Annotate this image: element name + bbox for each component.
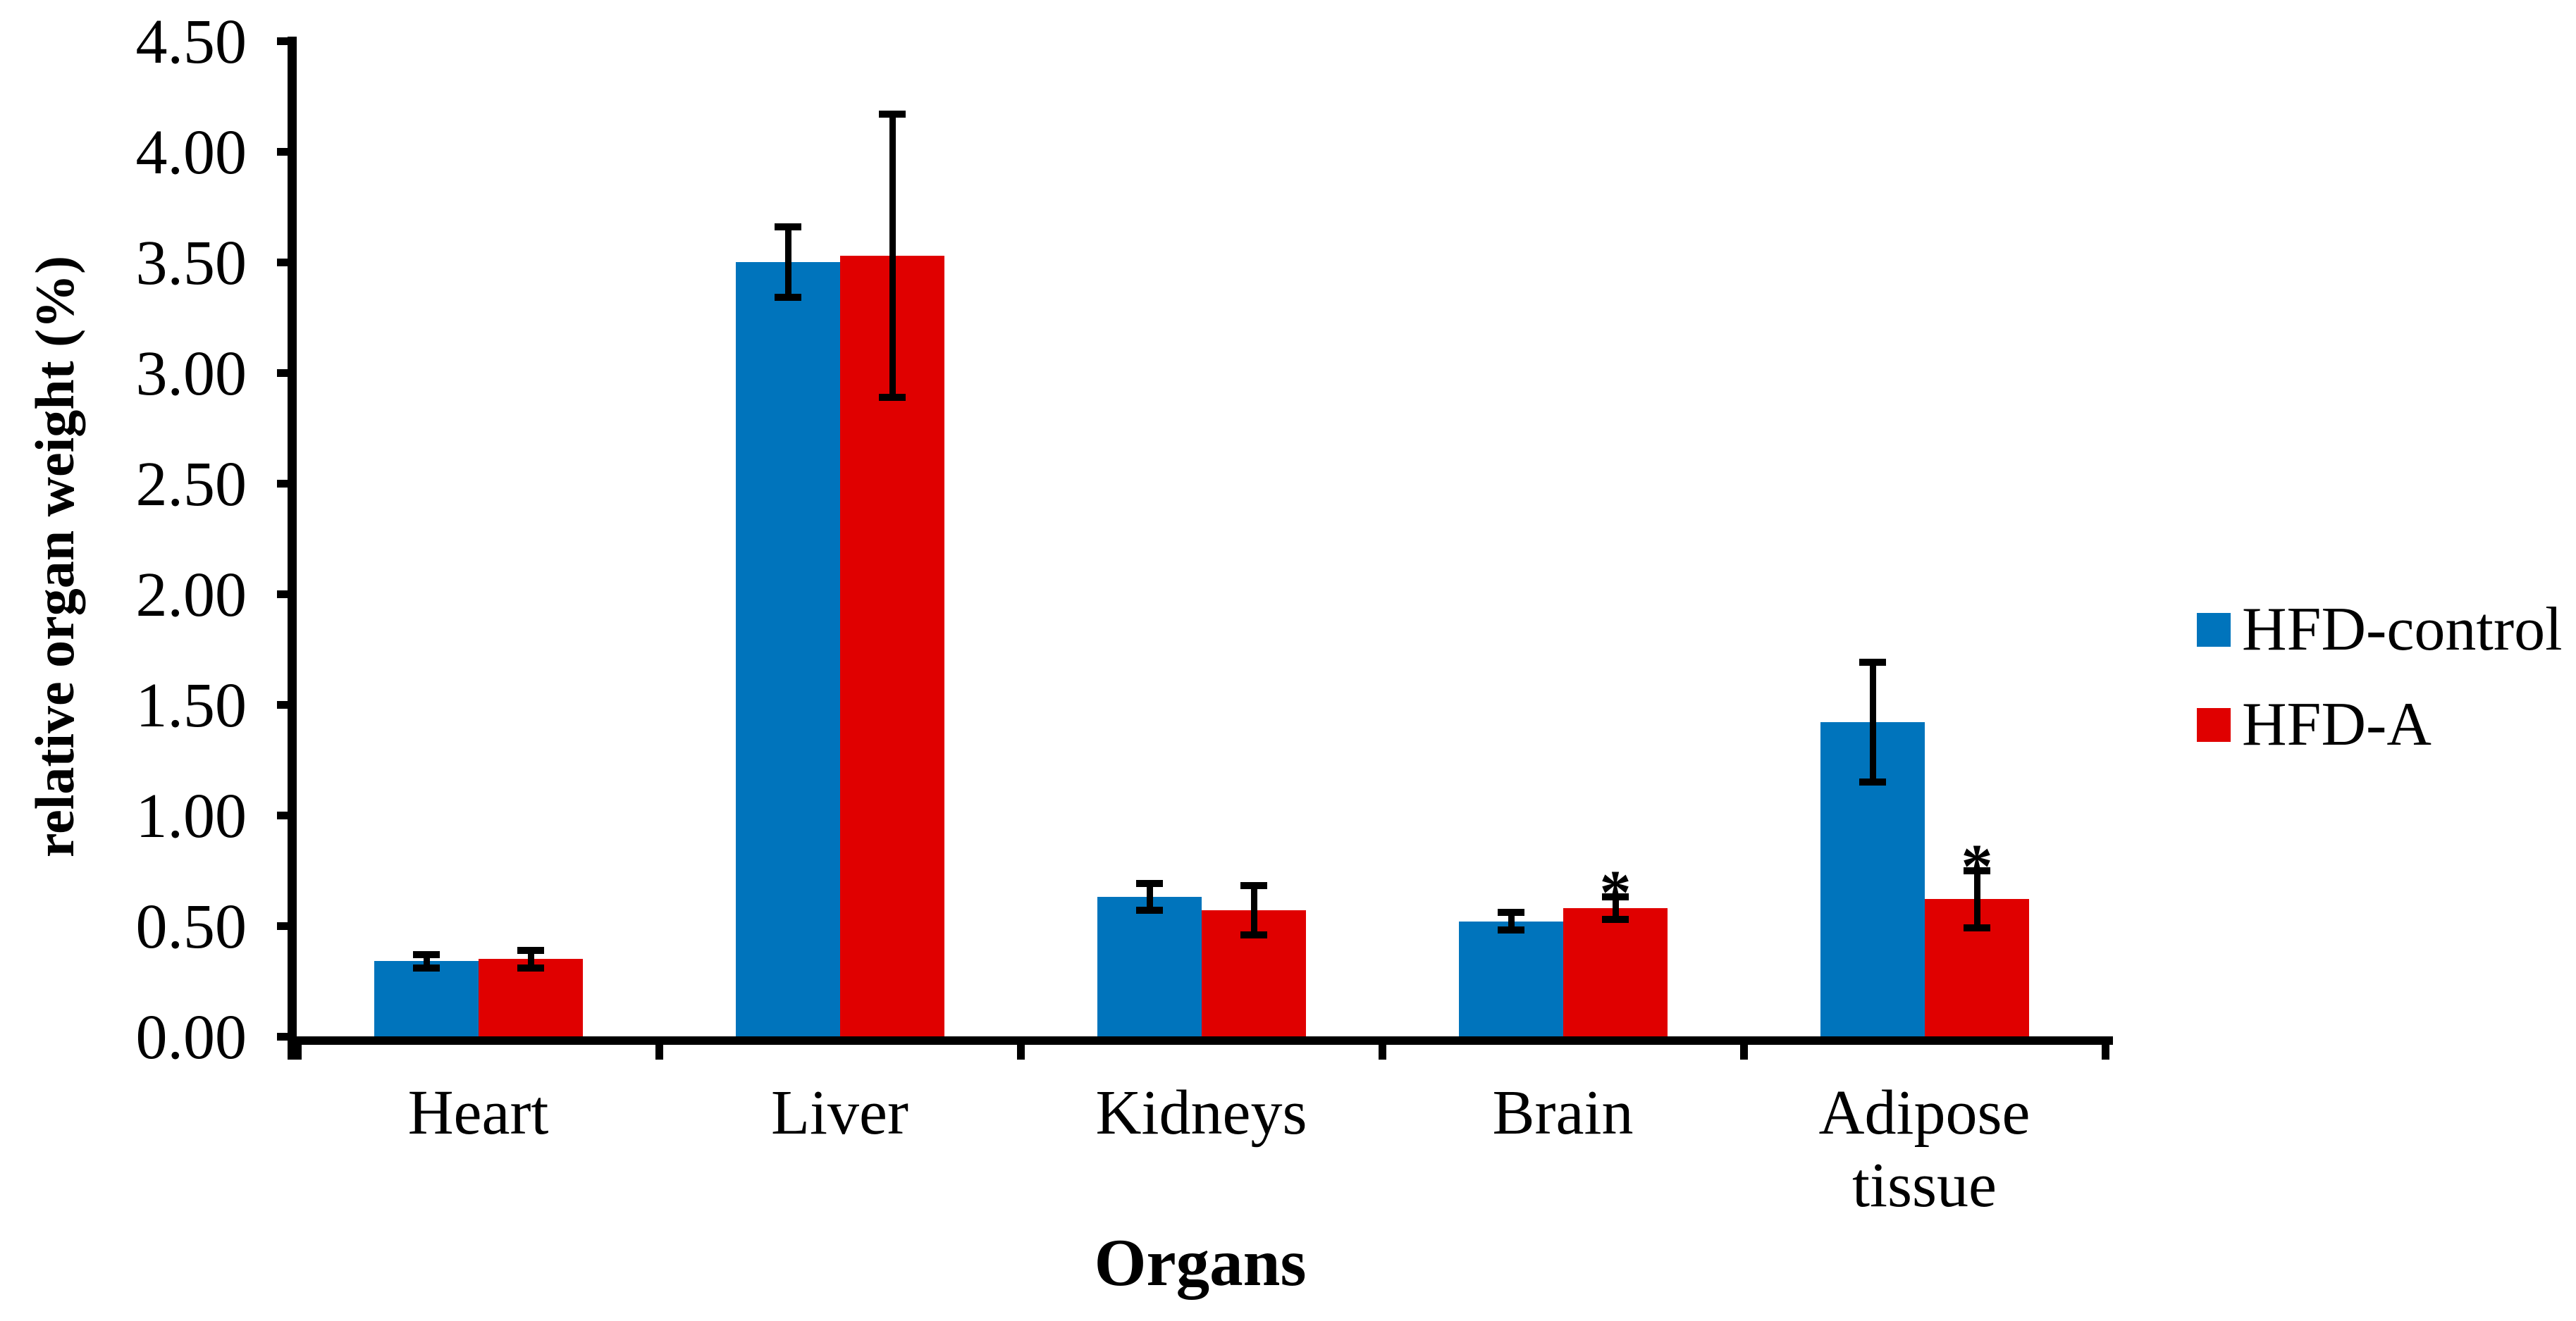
y-tick-mark [277, 812, 288, 819]
error-bar-cap [517, 964, 544, 972]
error-bar-cap [775, 294, 801, 302]
category-label-kidneys: Kidneys [1095, 1078, 1307, 1148]
category-label-adipose-tissue: Adipose tissue [1818, 1078, 2030, 1220]
category-label-liver: Liver [771, 1078, 908, 1148]
significance-asterisk: * [1599, 858, 1632, 929]
category-label-heart: Heart [407, 1078, 549, 1148]
error-bar-line [1250, 886, 1257, 935]
y-axis-line [288, 37, 297, 1060]
error-bar-line [784, 226, 791, 298]
error-bar-cap [879, 393, 906, 401]
bar-HFD-A-Brain [1563, 907, 1668, 1036]
y-tick-mark [277, 148, 288, 156]
bar-HFD-control-Brain [1459, 921, 1563, 1036]
significance-asterisk: * [1961, 831, 1993, 902]
error-bar-cap [517, 946, 544, 954]
bar-HFD-A-Heart [479, 959, 583, 1036]
error-bar-cap [1859, 778, 1886, 786]
x-tick-mark [2102, 1045, 2109, 1060]
bar-HFD-control-Heart [374, 961, 479, 1036]
x-axis-line [288, 1036, 2113, 1045]
error-bar-cap [1602, 915, 1629, 923]
error-bar-cap [775, 223, 801, 230]
y-tick-label: 3.50 [135, 228, 247, 298]
x-axis-title: Organs [1094, 1225, 1307, 1300]
legend-item-hfd-control: HFD-control [2197, 599, 2563, 661]
error-bar-cap [1240, 931, 1267, 938]
error-bar-cap [1602, 893, 1629, 901]
legend-label: HFD-control [2242, 595, 2563, 664]
legend-swatch-icon [2197, 708, 2231, 742]
y-tick-label: 2.00 [135, 560, 247, 630]
x-tick-mark [1017, 1045, 1025, 1060]
error-bar-line [1869, 662, 1876, 782]
error-bar-line [1973, 870, 1980, 929]
x-tick-mark [294, 1045, 302, 1060]
y-axis-title: relative organ weight (%) [24, 255, 85, 858]
error-bar-line [1146, 883, 1153, 910]
error-bar-line [1508, 912, 1515, 931]
y-tick-label: 1.00 [135, 781, 247, 851]
y-tick-label: 0.50 [135, 892, 247, 962]
legend-label: HFD-A [2242, 690, 2432, 759]
error-bar-cap [1498, 926, 1524, 934]
y-tick-mark [277, 922, 288, 930]
error-bar-cap [413, 964, 440, 972]
y-tick-label: 4.00 [135, 118, 247, 187]
y-tick-label: 0.00 [135, 1003, 247, 1072]
error-bar-line [527, 950, 534, 968]
legend-swatch-icon [2197, 613, 2231, 647]
error-bar-cap [1240, 882, 1267, 890]
x-tick-mark [1379, 1045, 1386, 1060]
error-bar-line [889, 113, 896, 397]
error-bar-cap [1859, 659, 1886, 666]
error-bar-cap [1136, 907, 1163, 914]
y-tick-mark [277, 480, 288, 488]
legend-item-hfd-a: HFD-A [2197, 694, 2563, 756]
error-bar-cap [879, 110, 906, 118]
error-bar-line [1612, 897, 1619, 919]
y-tick-label: 3.00 [135, 339, 247, 409]
y-tick-label: 2.50 [135, 449, 247, 519]
y-tick-mark [277, 701, 288, 709]
error-bar-cap [413, 950, 440, 958]
y-tick-mark [277, 1033, 288, 1041]
error-bar-cap [1964, 924, 1990, 932]
y-tick-mark [277, 37, 288, 45]
bar-HFD-control-Liver [736, 262, 840, 1036]
x-tick-mark [1740, 1045, 1748, 1060]
y-tick-label: 1.50 [135, 671, 247, 740]
error-bar-cap [1964, 867, 1990, 874]
error-bar-cap [1136, 880, 1163, 888]
x-tick-mark [655, 1045, 663, 1060]
y-tick-label: 4.50 [135, 7, 247, 77]
y-tick-mark [277, 590, 288, 598]
category-label-brain: Brain [1492, 1078, 1634, 1148]
error-bar-line [423, 954, 430, 968]
legend: HFD-control HFD-A [2197, 599, 2563, 756]
error-bar-cap [1498, 909, 1524, 917]
y-tick-mark [277, 259, 288, 266]
bar-HFD-control-Kidneys [1097, 897, 1202, 1036]
y-tick-mark [277, 369, 288, 377]
